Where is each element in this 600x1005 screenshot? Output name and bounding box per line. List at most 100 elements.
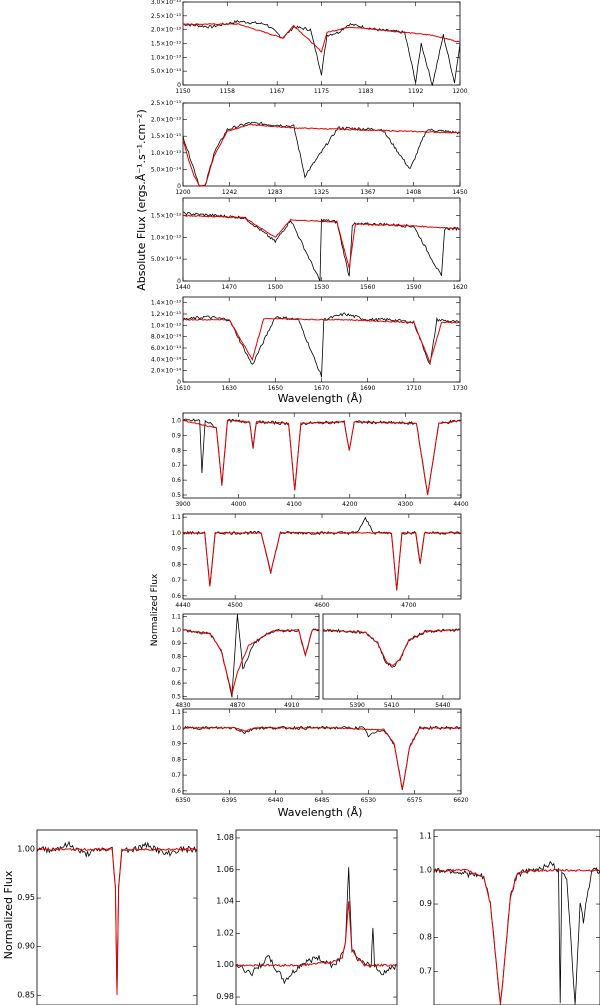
group1-ylabel: Absolute Flux (ergs.Å⁻¹.s⁻¹.cm⁻²) (135, 109, 148, 290)
observed-spectrum-line (182, 121, 461, 187)
y-tick-label: 0.8 (171, 447, 181, 454)
x-tick-label: 1150 (175, 88, 190, 95)
model-spectrum-line (182, 628, 320, 695)
x-tick-label: 4910 (284, 702, 299, 709)
y-tick-label: 3.0×10⁻¹³ (151, 0, 182, 6)
y-tick-label: 1.5×10⁻¹³ (151, 41, 182, 48)
plot-frame (182, 197, 461, 282)
x-tick-label: 1200 (452, 88, 467, 95)
chart-panel-p9: 6350 6395 6440 6485 6530 6575 6620 0.6 0.7 0.8 0.9… (171, 708, 469, 804)
x-tick-label: 4870 (230, 702, 245, 709)
y-tick-label: 0.7 (171, 462, 181, 469)
y-tick-label: 0.6 (171, 680, 181, 687)
y-tick-label: 0.8 (171, 654, 181, 661)
y-tick-label: 0.8 (171, 756, 181, 763)
model-spectrum-line (182, 726, 462, 790)
x-tick-label: 4440 (175, 602, 190, 609)
observed-spectrum-line (182, 614, 320, 698)
x-tick-label: 1450 (452, 189, 467, 196)
x-tick-label: 1650 (268, 385, 283, 392)
observed-spectrum-line (182, 19, 461, 87)
x-tick-label: 1560 (360, 284, 375, 291)
y-tick-label: 0.7 (419, 966, 432, 975)
x-tick-label: 4200 (342, 501, 357, 508)
plot-frame (182, 102, 461, 187)
y-tick-label: 0.6 (171, 593, 181, 600)
x-tick-label: 6350 (175, 797, 190, 804)
model-spectrum-line (182, 123, 460, 187)
y-tick-label: 2.5×10⁻¹³ (151, 100, 182, 107)
y-tick-label: 0.85 (17, 990, 35, 999)
x-tick-label: 1590 (406, 284, 421, 291)
chart-panel-p12: 0.7 0.8 0.9 1.0 1.1 (419, 829, 600, 1005)
y-tick-label: 1.1 (171, 709, 181, 716)
y-tick-label: 0.7 (171, 577, 181, 584)
y-tick-label: 1.06 (216, 865, 234, 874)
x-tick-label: 4400 (453, 501, 468, 508)
model-spectrum-line (182, 23, 461, 53)
y-tick-label: 1.08 (216, 833, 234, 842)
x-tick-label: 4000 (231, 501, 246, 508)
y-tick-label: 2.0×10⁻¹³ (151, 117, 182, 124)
x-tick-label: 1175 (314, 88, 329, 95)
y-tick-label: 1.0 (171, 417, 181, 424)
x-tick-label: 4830 (175, 702, 190, 709)
chart-panel-p3: 1440 1470 1500 1530 1560 1590 1620 0 5.0×10⁻¹⁴ 1.… (151, 197, 468, 291)
y-tick-label: 0.98 (216, 992, 234, 1001)
chart-panel-p1: 1150 1158 1167 1175 1183 1192 1200 0 5.0×10⁻¹⁴ 1.… (151, 0, 468, 95)
x-tick-label: 5440 (435, 702, 450, 709)
y-tick-label: 1.0 (171, 530, 181, 537)
plot-frame (235, 829, 398, 1005)
x-tick-label: 1408 (406, 189, 421, 196)
y-tick-label: 1.0×10⁻¹³ (151, 150, 182, 157)
plot-frame (182, 708, 462, 795)
y-tick-label: 1.1 (171, 614, 181, 621)
y-tick-label: 0.9 (419, 899, 432, 908)
x-tick-label: 6485 (314, 797, 329, 804)
x-tick-label: 4500 (227, 602, 242, 609)
y-tick-label: 2.0×10⁻¹³ (151, 27, 182, 34)
y-tick-label: 1.0 (171, 725, 181, 732)
model-spectrum-line (433, 868, 600, 1005)
plot-frame (36, 829, 198, 1005)
x-tick-label: 1167 (270, 88, 285, 95)
y-tick-label: 1.04 (216, 897, 234, 906)
x-tick-label: 1158 (220, 88, 235, 95)
y-tick-label: 0 (177, 278, 181, 285)
y-tick-label: 1.2×10⁻¹³ (151, 311, 182, 318)
x-tick-label: 6395 (222, 797, 237, 804)
y-tick-label: 1.0×10⁻¹³ (151, 54, 182, 61)
y-tick-label: 1.1 (171, 514, 181, 521)
x-tick-label: 1183 (358, 88, 373, 95)
y-tick-label: 1.0 (419, 865, 432, 874)
model-spectrum-line (183, 317, 461, 364)
x-tick-label: 4700 (401, 602, 416, 609)
plot-frame (433, 829, 600, 1005)
y-tick-label: 1.02 (216, 928, 234, 937)
x-tick-label: 1440 (175, 284, 190, 291)
y-tick-label: 0 (177, 379, 181, 386)
x-tick-label: 1192 (408, 88, 423, 95)
y-tick-label: 0.5 (171, 492, 181, 499)
y-tick-label: 1.0 (171, 627, 181, 634)
group1-xlabel: Wavelength (Å) (278, 392, 363, 405)
x-tick-label: 6440 (268, 797, 283, 804)
panels-layer: 1150 1158 1167 1175 1183 1192 120005.0×10⁻¹⁴1.… (17, 0, 600, 1005)
plot-frame (322, 613, 461, 700)
model-spectrum-line (182, 531, 462, 590)
plot-frame (182, 412, 462, 499)
x-tick-label: 1325 (314, 189, 329, 196)
chart-panel-p8: 5390 5410 5440 (322, 613, 461, 709)
x-tick-label: 1690 (360, 385, 375, 392)
model-spectrum-line (182, 419, 462, 496)
x-tick-label: 3900 (175, 501, 190, 508)
y-tick-label: 0.9 (171, 546, 181, 553)
observed-spectrum-line (182, 312, 461, 378)
x-tick-label: 1367 (360, 189, 375, 196)
y-tick-label: 0.9 (171, 432, 181, 439)
chart-panel-p2: 1200 1242 1283 1325 1367 1408 1450 0 5.0×10⁻¹⁴ 1.… (151, 100, 468, 196)
y-tick-label: 0.9 (171, 640, 181, 647)
y-tick-label: 1.5×10⁻¹³ (151, 212, 182, 219)
group3-ylabel: Normalized Flux (2, 870, 15, 959)
